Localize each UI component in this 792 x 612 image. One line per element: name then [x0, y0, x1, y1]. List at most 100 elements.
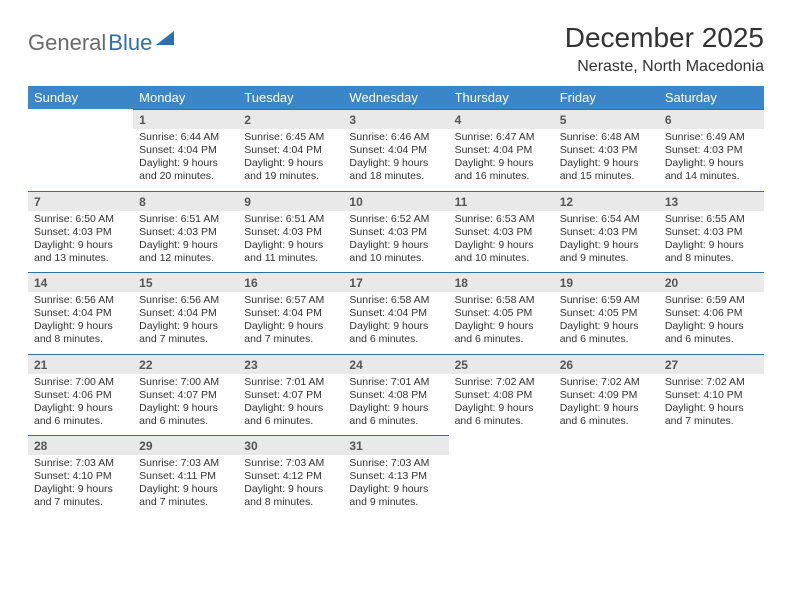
sunset-text: Sunset: 4:03 PM	[349, 226, 442, 239]
day-cell: Sunrise: 7:03 AMSunset: 4:12 PMDaylight:…	[238, 455, 343, 517]
day-number: 4	[449, 110, 554, 130]
sunset-text: Sunset: 4:06 PM	[34, 389, 127, 402]
day-cell	[554, 455, 659, 517]
daylight-text: Daylight: 9 hours and 12 minutes.	[139, 239, 232, 265]
sunset-text: Sunset: 4:07 PM	[244, 389, 337, 402]
sunset-text: Sunset: 4:09 PM	[560, 389, 653, 402]
day-number-row: 123456	[28, 110, 764, 130]
sunset-text: Sunset: 4:03 PM	[34, 226, 127, 239]
sunrise-text: Sunrise: 6:52 AM	[349, 213, 442, 226]
sunset-text: Sunset: 4:04 PM	[455, 144, 548, 157]
daylight-text: Daylight: 9 hours and 6 minutes.	[455, 320, 548, 346]
day-body-row: Sunrise: 6:56 AM Sunset: 4:04 PM Daylight:…	[28, 292, 764, 354]
daylight-text: Daylight: 9 hours and 10 minutes.	[349, 239, 442, 265]
daylight-text: Daylight: 9 hours and 6 minutes.	[560, 402, 653, 428]
daylight-text: Daylight: 9 hours and 20 minutes.	[139, 157, 232, 183]
sunrise-text: Sunrise: 6:56 AM	[139, 294, 232, 307]
sunset-text: Sunset: 4:04 PM	[139, 144, 232, 157]
day-number: 30	[238, 436, 343, 456]
day-cell: Sunrise: 6:49 AMSunset: 4:03 PMDaylight:…	[659, 129, 764, 191]
daylight-text: Daylight: 9 hours and 6 minutes.	[560, 320, 653, 346]
day-cell: Sunrise: 6:59 AMSunset: 4:06 PMDaylight:…	[659, 292, 764, 354]
daylight-text: Daylight: 9 hours and 8 minutes.	[34, 320, 127, 346]
sunrise-text: Sunrise: 7:02 AM	[560, 376, 653, 389]
sunrise-text: Sunrise: 6:58 AM	[455, 294, 548, 307]
day-cell: Sunrise: 7:03 AMSunset: 4:13 PMDaylight:…	[343, 455, 448, 517]
sunrise-text: Sunrise: 6:59 AM	[665, 294, 758, 307]
sunrise-text: Sunrise: 6:58 AM	[349, 294, 442, 307]
daylight-text: Daylight: 9 hours and 7 minutes.	[139, 320, 232, 346]
sunset-text: Sunset: 4:10 PM	[665, 389, 758, 402]
weekday-monday: Monday	[133, 86, 238, 110]
sunset-text: Sunset: 4:05 PM	[560, 307, 653, 320]
day-number: 18	[449, 273, 554, 293]
day-number: 16	[238, 273, 343, 293]
title-block: December 2025 Neraste, North Macedonia	[565, 22, 764, 76]
day-cell: Sunrise: 7:00 AMSunset: 4:06 PMDaylight:…	[28, 374, 133, 436]
daylight-text: Daylight: 9 hours and 8 minutes.	[665, 239, 758, 265]
sunset-text: Sunset: 4:08 PM	[455, 389, 548, 402]
sunrise-text: Sunrise: 7:01 AM	[244, 376, 337, 389]
sunset-text: Sunset: 4:08 PM	[349, 389, 442, 402]
sunset-text: Sunset: 4:04 PM	[244, 307, 337, 320]
weekday-thursday: Thursday	[449, 86, 554, 110]
day-cell: Sunrise: 7:01 AMSunset: 4:07 PMDaylight:…	[238, 374, 343, 436]
day-number	[554, 436, 659, 456]
weekday-sunday: Sunday	[28, 86, 133, 110]
day-cell: Sunrise: 7:01 AMSunset: 4:08 PMDaylight:…	[343, 374, 448, 436]
weekday-tuesday: Tuesday	[238, 86, 343, 110]
day-cell: Sunrise: 6:59 AMSunset: 4:05 PMDaylight:…	[554, 292, 659, 354]
daylight-text: Daylight: 9 hours and 14 minutes.	[665, 157, 758, 183]
day-number-row: 28293031	[28, 436, 764, 456]
day-number: 23	[238, 354, 343, 374]
day-number: 1	[133, 110, 238, 130]
day-cell: Sunrise: 7:02 AMSunset: 4:09 PMDaylight:…	[554, 374, 659, 436]
day-number: 8	[133, 191, 238, 211]
day-number: 7	[28, 191, 133, 211]
daylight-text: Daylight: 9 hours and 10 minutes.	[455, 239, 548, 265]
location-label: Neraste, North Macedonia	[565, 58, 764, 76]
day-number	[659, 436, 764, 456]
sunrise-text: Sunrise: 7:03 AM	[349, 457, 442, 470]
weekday-saturday: Saturday	[659, 86, 764, 110]
sunset-text: Sunset: 4:04 PM	[349, 144, 442, 157]
sunrise-text: Sunrise: 6:49 AM	[665, 131, 758, 144]
day-cell: Sunrise: 6:52 AMSunset: 4:03 PMDaylight:…	[343, 211, 448, 273]
day-cell: Sunrise: 7:03 AMSunset: 4:10 PMDaylight:…	[28, 455, 133, 517]
sunrise-text: Sunrise: 7:03 AM	[244, 457, 337, 470]
day-number: 15	[133, 273, 238, 293]
day-number: 27	[659, 354, 764, 374]
day-cell: Sunrise: 6:58 AMSunset: 4:05 PMDaylight:…	[449, 292, 554, 354]
day-cell: Sunrise: 6:50 AMSunset: 4:03 PMDaylight:…	[28, 211, 133, 273]
sunset-text: Sunset: 4:03 PM	[560, 226, 653, 239]
logo-text-2: Blue	[108, 30, 152, 56]
day-number: 26	[554, 354, 659, 374]
calendar-table: Sunday Monday Tuesday Wednesday Thursday…	[28, 86, 764, 517]
sunset-text: Sunset: 4:04 PM	[244, 144, 337, 157]
day-number: 17	[343, 273, 448, 293]
day-number: 10	[343, 191, 448, 211]
daylight-text: Daylight: 9 hours and 6 minutes.	[244, 402, 337, 428]
sunset-text: Sunset: 4:03 PM	[455, 226, 548, 239]
daylight-text: Daylight: 9 hours and 16 minutes.	[455, 157, 548, 183]
day-number: 14	[28, 273, 133, 293]
sunrise-text: Sunrise: 6:55 AM	[665, 213, 758, 226]
daylight-text: Daylight: 9 hours and 15 minutes.	[560, 157, 653, 183]
sunset-text: Sunset: 4:03 PM	[244, 226, 337, 239]
sunrise-text: Sunrise: 6:54 AM	[560, 213, 653, 226]
day-cell: Sunrise: 6:51 AMSunset: 4:03 PMDaylight:…	[238, 211, 343, 273]
day-number: 11	[449, 191, 554, 211]
sunrise-text: Sunrise: 6:57 AM	[244, 294, 337, 307]
day-number: 25	[449, 354, 554, 374]
daylight-text: Daylight: 9 hours and 6 minutes.	[34, 402, 127, 428]
day-cell: Sunrise: 6:45 AMSunset: 4:04 PMDaylight:…	[238, 129, 343, 191]
day-cell: Sunrise: 6:47 AMSunset: 4:04 PMDaylight:…	[449, 129, 554, 191]
day-body-row: Sunrise: 7:03 AMSunset: 4:10 PMDaylight:…	[28, 455, 764, 517]
daylight-text: Daylight: 9 hours and 7 minutes.	[34, 483, 127, 509]
daylight-text: Daylight: 9 hours and 6 minutes.	[349, 320, 442, 346]
day-number-row: 21222324252627	[28, 354, 764, 374]
sunset-text: Sunset: 4:07 PM	[139, 389, 232, 402]
weekday-header-row: Sunday Monday Tuesday Wednesday Thursday…	[28, 86, 764, 110]
day-cell: Sunrise: 6:56 AMSunset: 4:04 PMDaylight:…	[133, 292, 238, 354]
day-cell: Sunrise: 6:56 AMSunset: 4:04 PMDaylight:…	[28, 292, 133, 354]
